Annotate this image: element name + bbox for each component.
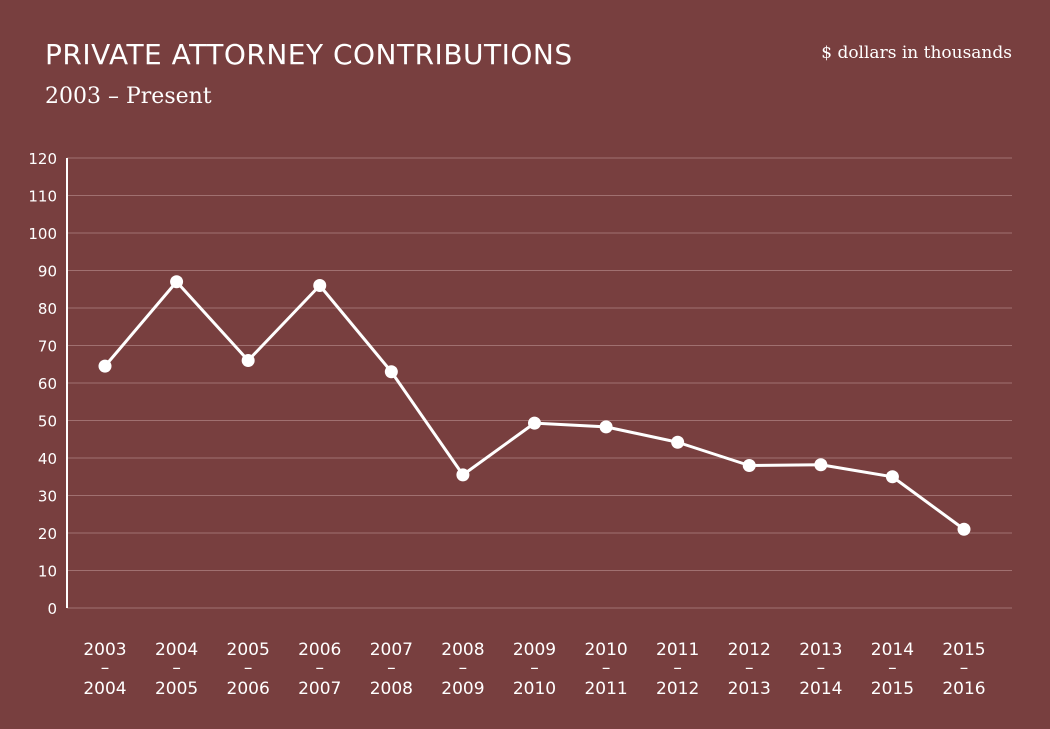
x-tick-label-line: 2013 xyxy=(799,640,842,660)
data-point xyxy=(241,354,255,367)
series-line xyxy=(103,280,965,531)
x-tick-label: 2008–2009 xyxy=(441,640,484,699)
data-point xyxy=(170,275,184,289)
x-tick-label-line: 2014 xyxy=(799,679,842,699)
x-tick-label: 2005–2006 xyxy=(227,640,270,699)
x-tick-label-line: 2003 xyxy=(83,640,126,660)
x-tick-label-line: – xyxy=(459,658,468,678)
x-axis: 2003–20042004–20052005–20062006–20072007… xyxy=(83,640,985,699)
grid-lines xyxy=(67,157,1012,609)
y-tick-label: 0 xyxy=(47,600,57,618)
y-tick-label: 50 xyxy=(38,413,57,431)
x-tick-label-line: 2007 xyxy=(370,640,413,660)
x-tick-label-line: 2005 xyxy=(155,679,198,699)
x-tick-label-line: – xyxy=(172,658,181,678)
x-tick-label-line: 2015 xyxy=(871,679,914,699)
x-tick-label: 2010–2011 xyxy=(584,640,627,699)
x-tick-label-line: – xyxy=(101,658,110,678)
data-point xyxy=(98,359,112,373)
y-tick-label: 80 xyxy=(38,300,57,318)
x-tick-label-line: – xyxy=(745,658,754,678)
x-tick-label-line: 2004 xyxy=(155,640,198,660)
y-tick-label: 110 xyxy=(28,188,57,206)
x-tick-label: 2015–2016 xyxy=(942,640,985,699)
x-tick-label-line: – xyxy=(960,658,969,678)
x-tick-label-line: 2009 xyxy=(513,640,556,660)
x-tick-label-line: – xyxy=(316,658,325,678)
y-tick-label: 60 xyxy=(38,375,57,393)
data-point xyxy=(528,416,541,430)
x-tick-label: 2014–2015 xyxy=(871,640,914,699)
y-tick-label: 20 xyxy=(38,525,57,543)
chart-title: PRIVATE ATTORNEY CONTRIBUTIONS xyxy=(45,38,573,71)
y-tick-label: 120 xyxy=(28,150,57,168)
x-tick-label-line: – xyxy=(888,658,897,678)
data-point xyxy=(671,435,685,449)
x-tick-label-line: 2014 xyxy=(871,640,914,660)
y-tick-label: 100 xyxy=(28,225,57,243)
x-tick-label-line: 2009 xyxy=(441,679,484,699)
data-point xyxy=(742,459,756,472)
x-tick-label-line: 2011 xyxy=(584,679,627,699)
y-axis: 0 10 20 30 40 50 60 70 80 90 100 110 120 xyxy=(28,150,68,618)
x-tick-label: 2007–2008 xyxy=(370,640,413,699)
x-tick-label-line: 2007 xyxy=(298,679,341,699)
x-tick-label-line: 2006 xyxy=(227,679,270,699)
data-point xyxy=(885,470,899,484)
x-tick-label-line: – xyxy=(244,658,253,678)
data-point xyxy=(814,458,828,472)
chart-subtitle: 2003 – Present xyxy=(45,84,212,109)
y-tick-label: 30 xyxy=(38,488,57,506)
x-tick-label: 2013–2014 xyxy=(799,640,842,699)
x-tick-label-line: 2008 xyxy=(441,640,484,660)
series-layer xyxy=(98,275,971,536)
data-point xyxy=(313,279,327,292)
x-tick-label-line: 2010 xyxy=(513,679,556,699)
y-tick-label: 90 xyxy=(38,263,57,281)
x-tick-label: 2011–2012 xyxy=(656,640,699,699)
x-tick-label: 2006–2007 xyxy=(298,640,341,699)
units-label: $ dollars in thousands xyxy=(821,43,1012,63)
x-tick-label-line: 2004 xyxy=(83,679,126,699)
data-point xyxy=(957,522,971,536)
x-tick-label-line: 2005 xyxy=(227,640,270,660)
x-tick-label-line: 2006 xyxy=(298,640,341,660)
data-point xyxy=(599,420,613,434)
x-tick-label-line: – xyxy=(387,658,396,678)
x-tick-label-line: 2013 xyxy=(728,679,771,699)
x-tick-label-line: – xyxy=(817,658,826,678)
x-tick-label-line: 2010 xyxy=(584,640,627,660)
data-point xyxy=(456,468,470,482)
x-tick-label-line: 2008 xyxy=(370,679,413,699)
data-point xyxy=(384,365,398,379)
x-tick-label: 2003–2004 xyxy=(83,640,126,699)
x-tick-label: 2012–2013 xyxy=(728,640,771,699)
x-tick-label-line: 2015 xyxy=(942,640,985,660)
x-tick-label-line: 2012 xyxy=(656,679,699,699)
x-tick-label: 2009–2010 xyxy=(513,640,556,699)
x-tick-label-line: 2011 xyxy=(656,640,699,660)
y-tick-label: 40 xyxy=(38,450,57,468)
y-tick-label: 10 xyxy=(38,563,57,581)
x-tick-label-line: – xyxy=(530,658,539,678)
x-tick-label: 2004–2005 xyxy=(155,640,198,699)
x-tick-label-line: – xyxy=(673,658,682,678)
y-tick-label: 70 xyxy=(38,338,57,356)
x-tick-label-line: – xyxy=(602,658,611,678)
x-tick-label-line: 2016 xyxy=(942,679,985,699)
x-tick-label-line: 2012 xyxy=(728,640,771,660)
